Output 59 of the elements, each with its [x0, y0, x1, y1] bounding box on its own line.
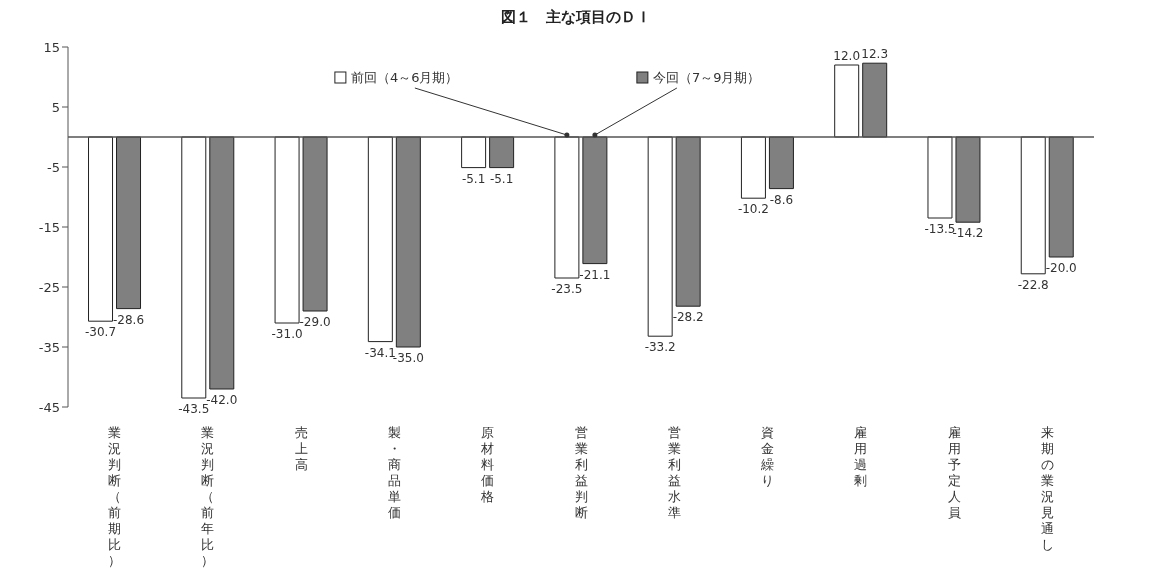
category-label: 業況判断（前年比） — [201, 425, 215, 568]
bar — [302, 136, 328, 312]
data-label: 12.0 — [833, 49, 861, 63]
data-label: -10.2 — [737, 202, 769, 217]
y-tick-label: -25 — [38, 279, 60, 295]
x-tick-label: 原材料価格 — [480, 425, 495, 504]
bar — [647, 136, 673, 337]
bar — [582, 136, 608, 265]
data-label: -22.8 — [1017, 277, 1049, 292]
bar — [927, 136, 953, 219]
x-tick-label: 営業利益水準 — [667, 425, 681, 520]
data-label: -28.2 — [672, 310, 704, 325]
y-tick-label: -15 — [38, 219, 60, 235]
bar — [554, 136, 580, 279]
data-label: -8.6 — [769, 192, 794, 207]
bar — [675, 136, 701, 307]
y-tick-label: -35 — [38, 339, 60, 355]
bar — [955, 136, 981, 223]
data-label: -20.0 — [1045, 261, 1077, 275]
data-label: -31.0 — [271, 327, 303, 341]
legend-label: 前回（4～6月期） — [350, 70, 459, 85]
data-label: -5.1 — [461, 171, 486, 186]
bar — [116, 136, 142, 310]
category-label: 業況判断（前期比） — [108, 425, 122, 568]
x-tick-label: 営業利益判断 — [574, 425, 588, 520]
bar — [834, 64, 860, 138]
bar — [274, 136, 300, 324]
bar — [1020, 136, 1046, 275]
legend-label: 今回（7～9月期） — [652, 70, 761, 85]
data-label: 12.3 — [861, 47, 889, 62]
data-label: -21.1 — [579, 267, 611, 282]
y-tick-label: -45 — [38, 399, 60, 415]
y-tick-label: 5 — [51, 99, 60, 115]
data-label: -5.1 — [489, 171, 514, 186]
x-tick-label: 製・商品単価 — [387, 425, 401, 520]
bar — [1048, 136, 1074, 258]
bar — [740, 136, 766, 199]
x-tick-label: 資金繰り — [760, 425, 775, 488]
data-label: -30.7 — [84, 325, 117, 340]
bar — [862, 62, 888, 138]
bar — [88, 136, 114, 322]
bar — [181, 136, 207, 399]
data-label: -23.5 — [551, 282, 583, 296]
bar — [461, 136, 487, 169]
data-label: -33.2 — [644, 340, 676, 355]
bar — [768, 136, 794, 190]
chart-title: 図１ 主な項目のＤＩ — [500, 8, 652, 27]
bar — [367, 136, 393, 343]
y-tick-label: 15 — [43, 39, 60, 55]
bar — [395, 136, 421, 348]
x-tick-label: 雇用予定人員 — [947, 425, 961, 520]
bar — [489, 136, 515, 169]
x-tick-label: 売上高 — [294, 425, 308, 472]
x-tick-label: 雇用過剰 — [854, 425, 868, 488]
y-tick-label: -5 — [47, 159, 60, 175]
x-tick-label: 来期の業況見通し — [1040, 425, 1054, 552]
bar — [209, 136, 235, 390]
data-label: -28.6 — [112, 312, 145, 327]
data-label: -29.0 — [299, 315, 331, 329]
